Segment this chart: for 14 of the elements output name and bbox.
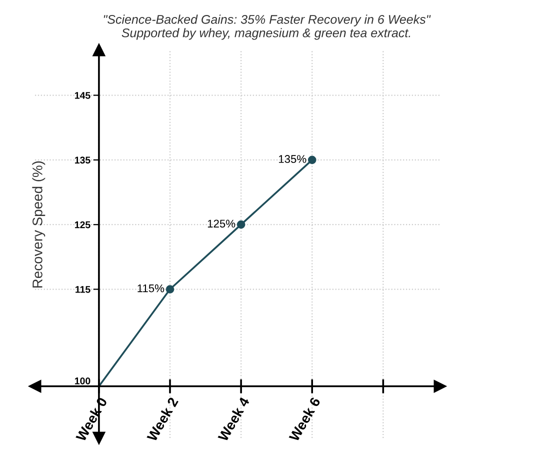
point (236, 220, 246, 229)
y-tick-label: 100 (75, 377, 90, 384)
point (166, 285, 174, 294)
y-tick-label: 145 (75, 92, 90, 99)
y-axis-title: Recovery Speed (%) (32, 161, 46, 288)
y-tick-label: 135 (75, 156, 90, 164)
point (308, 156, 316, 164)
y-tick-label: 125 (75, 221, 90, 228)
data-label: 115% (138, 284, 164, 292)
chart-title: "Science-Backed Gains: 35% Faster Recovery in 6 Weeks" (104, 14, 431, 26)
data-label: 125% (208, 220, 236, 228)
data-label: 135% (278, 155, 306, 163)
chart-subtitle: Supported by whey, magnesium & green tea extract. (122, 28, 410, 40)
y-tick-label: 115 (76, 286, 90, 293)
